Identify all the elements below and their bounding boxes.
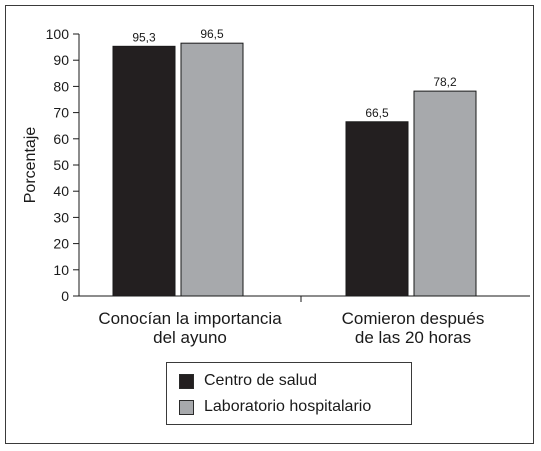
bar-value-label: 66,5 — [365, 106, 389, 120]
legend-swatch-laboratorio-hospitalario — [179, 399, 194, 415]
legend: Centro de salud Laboratorio hospitalario — [166, 362, 412, 425]
y-tick-label: 0 — [61, 288, 69, 304]
bar-value-label: 96,5 — [200, 27, 224, 41]
legend-swatch-centro-de-salud — [179, 373, 194, 389]
legend-item-centro-de-salud: Centro de salud — [179, 372, 317, 390]
x-category-label: Comieron después — [342, 309, 485, 328]
bar-laboratorio-hospitalario-1 — [413, 90, 477, 297]
y-tick-label: 30 — [53, 209, 69, 225]
y-tick-label: 60 — [53, 131, 69, 147]
y-tick-label: 50 — [53, 157, 69, 173]
legend-label-laboratorio-hospitalario: Laboratorio hospitalario — [204, 398, 372, 415]
y-tick-label: 90 — [53, 52, 69, 68]
bar-value-label: 78,2 — [433, 75, 457, 89]
bar-value-label: 95,3 — [132, 30, 156, 44]
legend-item-laboratorio-hospitalario: Laboratorio hospitalario — [179, 398, 371, 416]
y-tick-label: 70 — [53, 105, 69, 121]
y-axis-label: Porcentaje — [22, 127, 39, 204]
y-tick-label: 40 — [53, 183, 69, 199]
y-tick-label: 10 — [53, 262, 69, 278]
legend-label-centro-de-salud: Centro de salud — [204, 372, 317, 389]
x-category-label: del ayuno — [153, 328, 227, 347]
y-tick-label: 100 — [46, 26, 70, 42]
y-tick-label: 80 — [53, 78, 69, 94]
x-category-label: Conocían la importancia — [98, 309, 282, 328]
bar-centro-de-salud-0 — [112, 45, 176, 297]
bar-laboratorio-hospitalario-0 — [180, 42, 244, 297]
y-tick-label: 20 — [53, 236, 69, 252]
x-category-label: de las 20 horas — [355, 328, 471, 347]
bar-centro-de-salud-1 — [345, 121, 409, 297]
